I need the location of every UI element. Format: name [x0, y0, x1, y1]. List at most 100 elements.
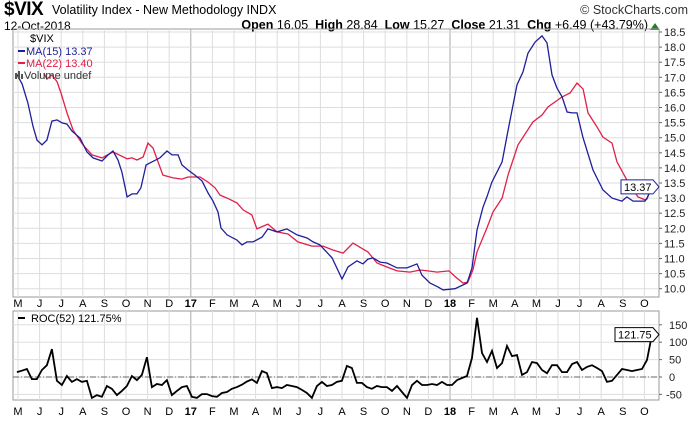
series-line-ma15 — [15, 34, 653, 291]
x-tick-label: D — [424, 406, 432, 418]
y-tick-label: 10.0 — [664, 284, 685, 296]
y-tick-label: 12.0 — [664, 223, 685, 235]
roc-y-tick-label: -50 — [666, 389, 682, 401]
y-tick-label: 18.0 — [664, 42, 685, 54]
x-tick-label: D — [424, 298, 432, 310]
series-lines — [15, 34, 653, 400]
x-tick-label: J — [577, 298, 583, 310]
chg-label: Chg — [527, 18, 552, 32]
x-tick-label: S — [101, 406, 108, 418]
roc-y-tick-label: 0 — [669, 372, 675, 384]
y-tick-label: 15.0 — [664, 133, 685, 145]
x-tick-label: 17 — [185, 406, 197, 418]
x-tick-label: S — [619, 406, 626, 418]
y-tick-label: 18.5 — [664, 27, 685, 39]
x-tick-label: A — [338, 406, 346, 418]
series-line-ma22 — [43, 72, 653, 284]
x-tick-label: M — [273, 298, 282, 310]
y-tick-label: 15.5 — [664, 118, 685, 130]
x-tick-label: S — [101, 298, 108, 310]
x-tick-label: J — [555, 406, 561, 418]
x-tick-label: A — [338, 298, 346, 310]
x-tick-label: S — [619, 298, 626, 310]
x-tick-label: M — [489, 298, 498, 310]
y-tick-label: 11.5 — [664, 238, 685, 250]
x-tick-label: 18 — [444, 298, 456, 310]
y-tick-label: 16.5 — [664, 87, 685, 99]
roc-y-tick-label: 150 — [669, 320, 687, 332]
last-value-tag-box — [620, 179, 660, 195]
x-tick-label: J — [555, 298, 561, 310]
x-tick-label: F — [209, 406, 216, 418]
roc-last-value-tag-text: 121.75 — [618, 330, 652, 342]
chg-value: +6.49 (+43.79%) — [554, 18, 648, 32]
low-value: 15.27 — [413, 18, 445, 32]
high-label: High — [315, 18, 343, 32]
x-tick-label: O — [122, 298, 131, 310]
x-tick-label: M — [13, 298, 22, 310]
x-tick-label: O — [122, 406, 131, 418]
y-tick-label: 12.5 — [664, 208, 685, 220]
high-value: 28.84 — [346, 18, 378, 32]
legend-roc: ROC(52) 121.75% — [31, 313, 122, 325]
volume-bars-icon — [15, 71, 23, 79]
ohlc-summary: Open 16.05 High 28.84 Low 15.27 Close 21… — [241, 19, 648, 32]
x-tick-label: J — [58, 298, 64, 310]
main-plot-frame — [12, 28, 660, 298]
close-label: Close — [451, 18, 486, 32]
x-tick-label: N — [144, 406, 152, 418]
x-tick-label: A — [252, 406, 260, 418]
copyright-link[interactable]: © StockCharts.com — [580, 3, 688, 17]
open-value: 16.05 — [276, 18, 309, 32]
x-tick-label: J — [296, 406, 302, 418]
axes: M M J J J J A A S S O O N N D D 17 17 F F M M A A M M J J J J A A S S O O N N… — [13, 27, 687, 418]
x-tick-label: S — [360, 406, 367, 418]
legend-symbol: $VIX — [30, 33, 55, 45]
x-tick-label: N — [403, 406, 411, 418]
roc-last-value-tag: 121.75 — [614, 327, 660, 343]
x-tick-label: A — [79, 406, 87, 418]
legend: $VIX MA(15) 13.37 MA(22) 13.40 Volume un… — [15, 33, 122, 325]
x-tick-label: O — [640, 406, 649, 418]
x-tick-label: O — [381, 298, 390, 310]
x-tick-label: D — [165, 298, 173, 310]
x-tick-label: A — [598, 406, 606, 418]
x-tick-label: 18 — [444, 406, 456, 418]
x-tick-label: D — [165, 406, 173, 418]
legend-ma15: MA(15) 13.37 — [26, 46, 93, 58]
x-tick-label: F — [468, 298, 475, 310]
legend-roc-swatch — [18, 317, 25, 319]
x-tick-label: J — [296, 298, 302, 310]
x-tick-label: M — [229, 406, 238, 418]
last-value-tag: 13.37 — [620, 179, 660, 195]
x-tick-label: M — [273, 406, 282, 418]
x-tick-label: J — [318, 406, 324, 418]
legend-ma15-swatch — [18, 50, 25, 52]
x-tick-label: M — [532, 298, 541, 310]
legend-volume: Volume undef — [24, 70, 92, 82]
x-tick-label: A — [511, 406, 519, 418]
x-tick-label: J — [37, 406, 43, 418]
x-tick-label: O — [640, 298, 649, 310]
y-tick-label: 10.5 — [664, 269, 685, 281]
x-tick-label: J — [577, 406, 583, 418]
y-tick-label: 14.5 — [664, 148, 685, 160]
roc-last-value-tag-box — [614, 327, 660, 343]
legend-ma22-swatch — [18, 62, 25, 64]
symbol-title: $VIX — [4, 0, 44, 20]
y-tick-label: 16.0 — [664, 103, 685, 115]
x-tick-label: J — [37, 298, 43, 310]
y-tick-label: 11.0 — [664, 254, 685, 266]
x-tick-label: J — [318, 298, 324, 310]
up-arrow-icon — [650, 23, 660, 30]
x-tick-label: F — [209, 298, 216, 310]
grid — [12, 28, 660, 401]
series-line-roc52 — [16, 317, 653, 400]
y-tick-label: 14.0 — [664, 163, 685, 175]
y-tick-label: 13.0 — [664, 193, 685, 205]
low-label: Low — [384, 18, 410, 32]
roc-plot-frame — [12, 310, 660, 401]
x-tick-label: M — [489, 406, 498, 418]
x-tick-label: A — [511, 298, 519, 310]
x-tick-label: N — [144, 298, 152, 310]
